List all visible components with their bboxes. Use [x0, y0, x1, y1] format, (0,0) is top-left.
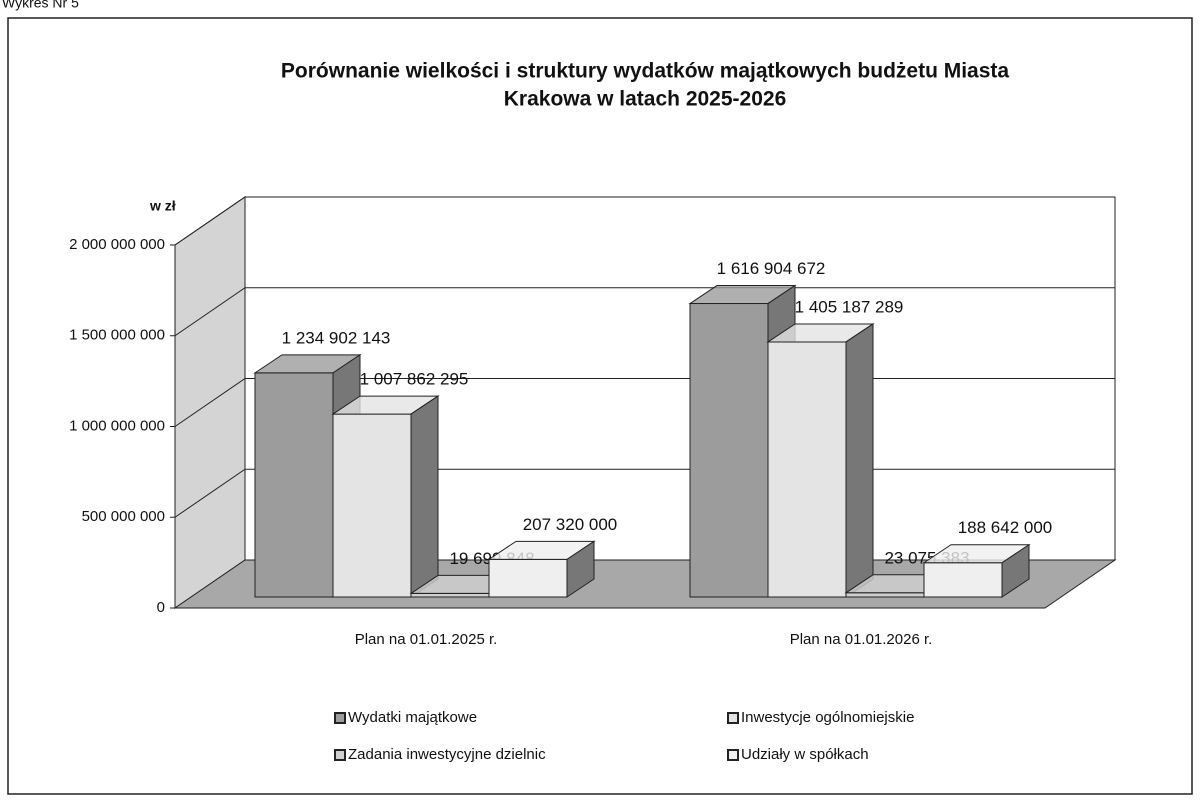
legend-swatch: [334, 749, 346, 761]
legend-swatch: [727, 712, 739, 724]
legend-label: Wydatki majątkowe: [348, 709, 477, 726]
x-tick-label: Plan na 01.01.2026 r.: [790, 631, 933, 648]
bar: [766, 323, 875, 598]
y-tick-label: 1 500 000 000: [69, 327, 165, 344]
bar-front: [689, 303, 769, 598]
legend-swatch: [727, 749, 739, 761]
bar: [331, 395, 440, 598]
bar-front: [845, 592, 925, 598]
legend-label: Zadania inwestycyjne dzielnic: [348, 746, 546, 763]
bar-side: [566, 540, 595, 598]
value-label: 207 320 000: [523, 515, 618, 534]
chart-title: Porównanie wielkości i struktury wydatkó…: [281, 60, 1010, 83]
x-tick-label: Plan na 01.01.2025 r.: [355, 631, 498, 648]
value-label: 1 405 187 289: [795, 297, 904, 316]
bar: [922, 543, 1031, 598]
grid-line: [174, 196, 1115, 246]
bar: [487, 540, 596, 598]
bar-side: [410, 395, 439, 598]
bar-front: [923, 562, 1003, 598]
y-tick-label: 2 000 000 000: [69, 236, 165, 253]
caption: Wykres Nr 5: [2, 0, 79, 11]
legend-label: Udziały w spółkach: [741, 746, 869, 763]
y-tick-label: 500 000 000: [82, 508, 165, 525]
value-label: 1 007 862 295: [360, 370, 469, 389]
bar-front: [332, 413, 412, 598]
bar-front: [254, 372, 334, 598]
y-tick-label: 0: [157, 599, 165, 616]
legend-label: Inwestycje ogólnomiejskie: [741, 709, 914, 726]
bar-side: [845, 323, 874, 598]
chart-title: Krakowa w latach 2025-2026: [504, 88, 787, 111]
bar-side: [1001, 543, 1030, 598]
value-label: 188 642 000: [958, 518, 1053, 537]
value-label: 1 234 902 143: [282, 328, 391, 347]
bar-front: [410, 592, 490, 598]
grid-line: [174, 287, 1115, 337]
bar-front: [488, 558, 568, 598]
y-axis-label: w zł: [149, 198, 176, 214]
value-label: 1 616 904 672: [717, 259, 826, 278]
y-tick-label: 1 000 000 000: [69, 417, 165, 434]
bar-front: [767, 341, 847, 598]
legend-swatch: [334, 712, 346, 724]
